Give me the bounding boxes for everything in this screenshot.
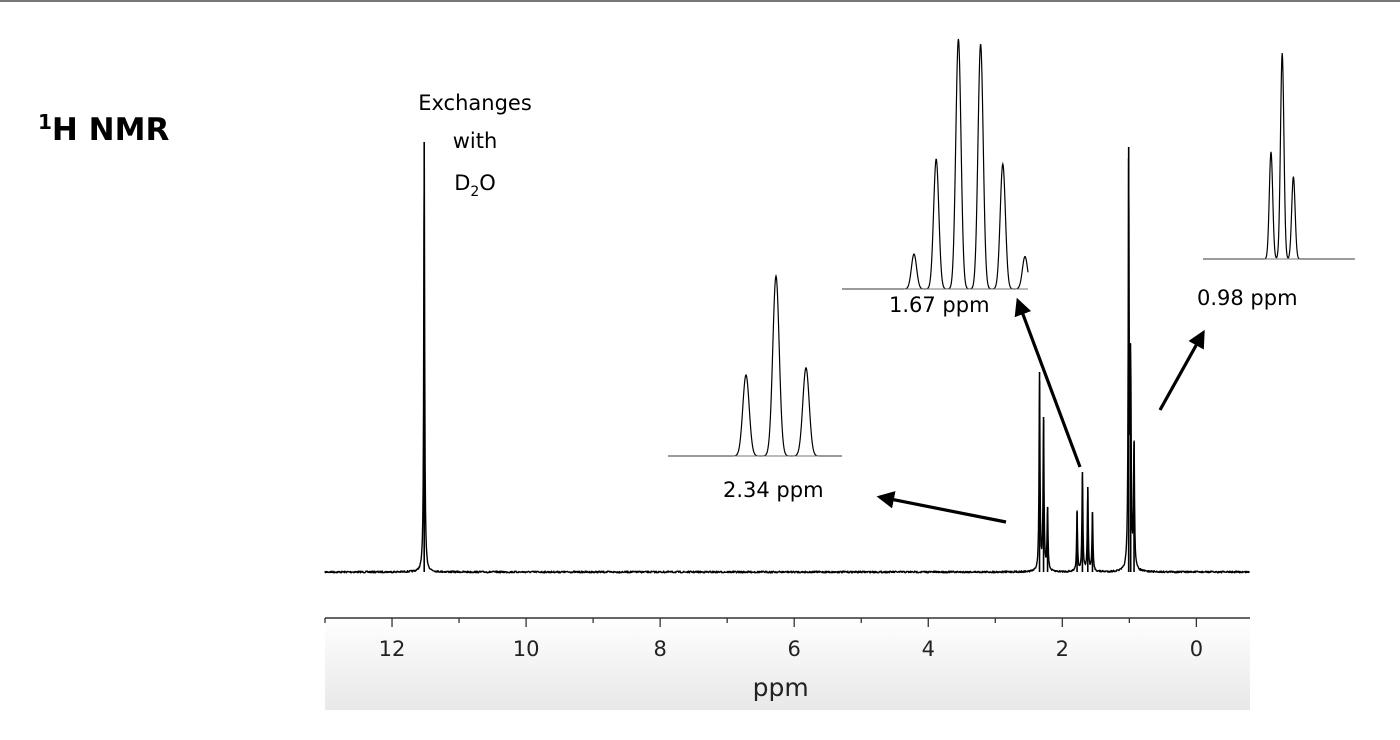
- spectrum-trace: [324, 157, 1251, 574]
- inset-triplet: [668, 273, 842, 457]
- inset-trace: [1203, 52, 1355, 260]
- exchange-annotation-line: with: [453, 129, 498, 153]
- annotation-texts: 2.34 ppm 1.67 ppm 0.98 ppm Exchanges with D2O: [418, 91, 1297, 502]
- x-tick-label: 2: [1056, 637, 1069, 661]
- spectrum-heading: 1H NMR: [38, 112, 170, 148]
- x-tick-label: 8: [653, 637, 666, 661]
- x-axis-title: ppm: [753, 673, 809, 702]
- inset-triplet: [1203, 52, 1355, 260]
- inset-trace: [842, 38, 1029, 290]
- annotation-arrow: [876, 491, 1007, 524]
- inset-label: 0.98 ppm: [1197, 286, 1298, 310]
- axis-background: [325, 618, 1250, 710]
- heading-text: H NMR: [51, 112, 170, 148]
- top-rule: [0, 0, 1400, 2]
- x-tick-label: 0: [1190, 637, 1203, 661]
- annotation-arrow: [1158, 329, 1205, 411]
- x-tick-label: 4: [922, 637, 935, 661]
- inset-label: 1.67 ppm: [889, 293, 990, 317]
- heading-superscript: 1: [38, 110, 52, 134]
- x-tick-label: 12: [379, 637, 406, 661]
- x-tick-label: 10: [513, 637, 540, 661]
- spectrum-trace-group: [324, 142, 1251, 574]
- x-tick-label: 6: [788, 637, 801, 661]
- exchange-annotation-line: Exchanges: [418, 91, 532, 115]
- multiplet-insets: [668, 38, 1355, 457]
- inset-trace: [668, 273, 842, 457]
- annotation-arrow: [1014, 297, 1082, 468]
- inset-label: 2.34 ppm: [723, 478, 824, 502]
- x-axis: 12 10 8 6 4 2 0 ppm: [324, 617, 1250, 710]
- annotation-arrows: [876, 297, 1205, 524]
- inset-sextet: [842, 38, 1029, 290]
- exchange-annotation-formula: D2O: [454, 171, 496, 200]
